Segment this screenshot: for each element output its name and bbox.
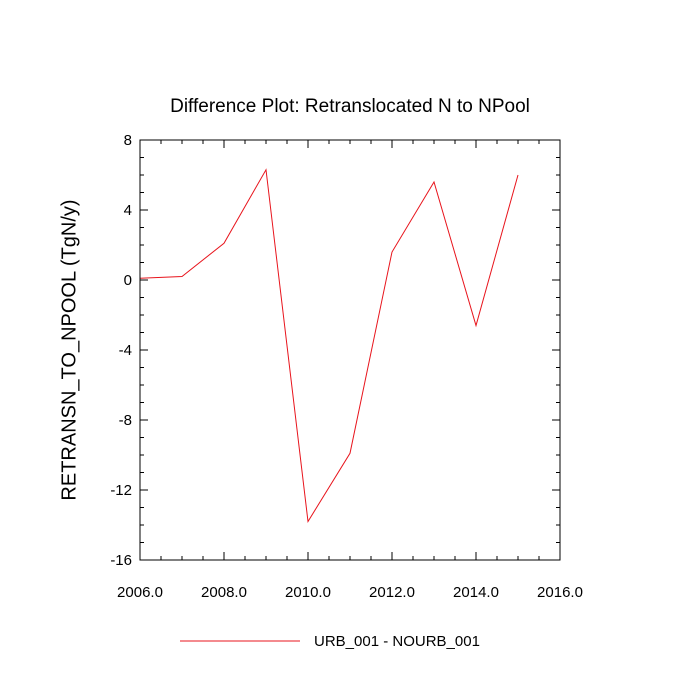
y-axis-label: RETRANSN_TO_NPOOL (TgN/y) (58, 199, 80, 500)
x-tick-label: 2012.0 (369, 584, 415, 601)
y-tick-label: 0 (124, 272, 132, 289)
axis-ticks (139, 139, 561, 561)
y-tick-label: -16 (110, 552, 132, 569)
legend: URB_001 - NOURB_001 (180, 633, 480, 650)
x-tick-label: 2006.0 (117, 584, 163, 601)
y-tick-label: 4 (124, 202, 132, 219)
plot-area (139, 168, 519, 523)
y-tick-label: 8 (124, 132, 132, 149)
y-tick-label: -8 (119, 412, 132, 429)
x-tick-label: 2016.0 (537, 584, 583, 601)
chart-title: Difference Plot: Retranslocated N to NPo… (170, 96, 530, 117)
x-tick-label: 2010.0 (285, 584, 331, 601)
y-tick-label: -4 (119, 342, 132, 359)
y-tick-label: -12 (110, 482, 132, 499)
x-tick-label: 2008.0 (201, 584, 247, 601)
axis-tick-labels: 2006.0 2008.0 2010.0 2012.0 2014.0 2016.0 -16 -… (110, 132, 583, 601)
legend-label: URB_001 - NOURB_001 (314, 633, 480, 650)
plot-frame (139, 139, 561, 561)
series-line (139, 168, 519, 523)
x-tick-label: 2014.0 (453, 584, 499, 601)
